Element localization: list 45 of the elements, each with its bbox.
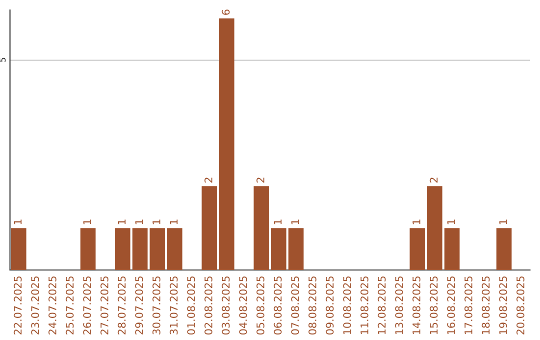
- data-label: 1: [499, 220, 507, 224]
- x-tick-label: 15.08.2025: [430, 276, 438, 334]
- x-tick-label: 17.08.2025: [464, 276, 472, 334]
- x-tick-label: 22.07.2025: [14, 276, 22, 334]
- x-tick-label: 29.07.2025: [135, 276, 144, 334]
- x-tick-label: 01.08.2025: [187, 276, 196, 335]
- x-tick-label: 24.07.2025: [48, 276, 56, 334]
- x-tick-label: 04.08.2025: [239, 276, 248, 335]
- x-tick-label: 12.08.2025: [378, 276, 386, 334]
- x-tick-label: 07.08.2025: [291, 276, 300, 335]
- x-tick-label: 28.07.2025: [118, 276, 126, 334]
- x-tick-label: 13.08.2025: [395, 276, 404, 334]
- x-tick-label: 11.08.2025: [360, 276, 368, 334]
- x-tick-label: 25.07.2025: [66, 276, 74, 334]
- data-label: 2: [430, 178, 438, 183]
- data-label: 1: [135, 220, 143, 224]
- x-tick-label: 30.07.2025: [152, 276, 160, 334]
- data-label: 1: [83, 220, 91, 224]
- x-tick-label: 09.08.2025: [326, 276, 334, 335]
- data-label: 1: [118, 220, 126, 224]
- data-label: 6: [222, 10, 230, 15]
- x-tick-label: 02.08.2025: [204, 276, 212, 335]
- x-tick-label: 06.08.2025: [274, 276, 282, 335]
- x-tick-label: 27.07.2025: [100, 276, 108, 334]
- x-tick-label: 16.08.2025: [447, 276, 456, 334]
- data-label: 1: [152, 220, 160, 224]
- x-tick-label: 20.08.2025: [516, 276, 524, 334]
- x-tick-label: 26.07.2025: [83, 276, 92, 334]
- data-label: 1: [447, 220, 455, 224]
- data-label: 1: [291, 220, 299, 224]
- data-label: 2: [256, 178, 264, 183]
- x-tick-label: 23.07.2025: [31, 276, 40, 334]
- data-label: 1: [170, 220, 178, 224]
- x-tick-label: 14.08.2025: [412, 276, 420, 334]
- x-tick-label: 19.08.2025: [499, 276, 508, 334]
- data-label: 2: [204, 178, 212, 183]
- x-tick-label: 31.07.2025: [170, 276, 178, 334]
- x-tick-label: 18.08.2025: [482, 276, 490, 334]
- data-label: 1: [14, 220, 22, 224]
- data-label: 1: [274, 220, 282, 224]
- data-label: 1: [412, 220, 420, 224]
- x-tick-label: 03.08.2025: [222, 276, 230, 335]
- x-tick-label: 05.08.2025: [256, 276, 264, 335]
- x-tick-label: 08.08.2025: [308, 276, 316, 335]
- x-tick-label: 10.08.2025: [343, 276, 352, 334]
